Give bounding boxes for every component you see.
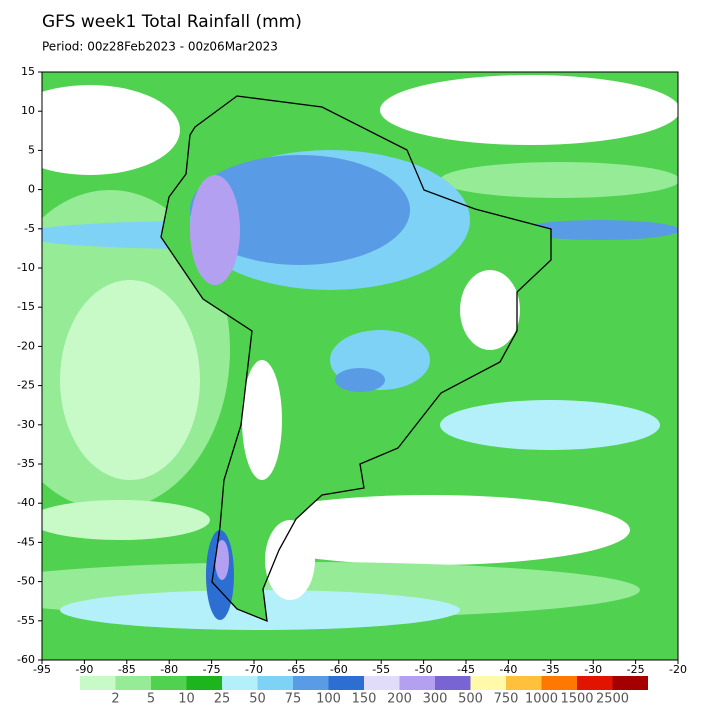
colorbar-label: 2500 [596,692,629,707]
colorbar-box [257,676,293,690]
title: GFS week1 Total Rainfall (mm) [42,12,302,32]
colorbar-box [612,676,648,690]
colorbar-label: 5 [147,692,155,707]
y-tick-label: -50 [17,575,35,588]
y-tick-label: -60 [17,653,35,666]
map-frame [41,71,679,661]
colorbar-label: 25 [214,692,231,707]
y-tick-label: 10 [21,104,35,117]
x-tick-label: -60 [330,663,348,676]
y-tick-label: 0 [28,183,35,196]
colorbar-box [506,676,542,690]
colorbar-label: 1500 [560,692,593,707]
y-tick-label: -30 [17,418,35,431]
x-tick-label: -85 [118,663,136,676]
y-tick-label: -25 [17,379,35,392]
subtitle: Period: 00z28Feb2023 - 00z06Mar2023 [42,40,278,54]
x-tick-label: -20 [669,663,687,676]
x-tick-label: -25 [627,663,645,676]
colorbar-label: 750 [494,692,519,707]
colorbar-box [399,676,435,690]
colorbar-label: 150 [352,692,377,707]
colorbar-box [470,676,506,690]
colorbar-box [222,676,258,690]
x-tick-label: -65 [287,663,305,676]
x-tick-label: -75 [203,663,221,676]
x-tick-label: -55 [372,663,390,676]
y-tick-label: -15 [17,300,35,313]
x-tick-label: -80 [160,663,178,676]
colorbar-label: 75 [285,692,302,707]
y-tick-label: -35 [17,457,35,470]
x-tick-label: -70 [245,663,263,676]
y-tick-label: -20 [17,339,35,352]
x-tick-label: -50 [415,663,433,676]
y-tick-label: -45 [17,535,35,548]
rainfall-field [42,72,678,660]
x-tick-label: -45 [457,663,475,676]
colorbar-label: 10 [178,692,195,707]
colorbar-box [577,676,613,690]
colorbar-label: 50 [249,692,266,707]
colorbar-label: 500 [458,692,483,707]
colorbar-box [151,676,187,690]
colorbar-box [186,676,222,690]
y-tick-label: -55 [17,614,35,627]
x-tick-label: -35 [542,663,560,676]
colorbar-label: 1000 [525,692,558,707]
y-tick-label: -10 [17,261,35,274]
colorbar-label: 300 [423,692,448,707]
colorbar-box [80,676,116,690]
colorbar-box [435,676,471,690]
y-tick-label: 15 [21,65,35,78]
colorbar-label: 100 [316,692,341,707]
y-tick-label: 5 [28,143,35,156]
x-tick-label: -95 [33,663,51,676]
coastline [160,95,552,623]
x-tick-label: -40 [499,663,517,676]
colorbar-label: 2 [111,692,119,707]
colorbar-box [328,676,364,690]
colorbar-box [541,676,577,690]
x-tick-label: -30 [584,663,602,676]
y-tick-label: -40 [17,496,35,509]
x-tick-label: -90 [75,663,93,676]
colorbar-label: 200 [387,692,412,707]
colorbar-box [364,676,400,690]
colorbar-box [115,676,151,690]
y-tick-label: -5 [24,222,35,235]
colorbar-box [293,676,329,690]
